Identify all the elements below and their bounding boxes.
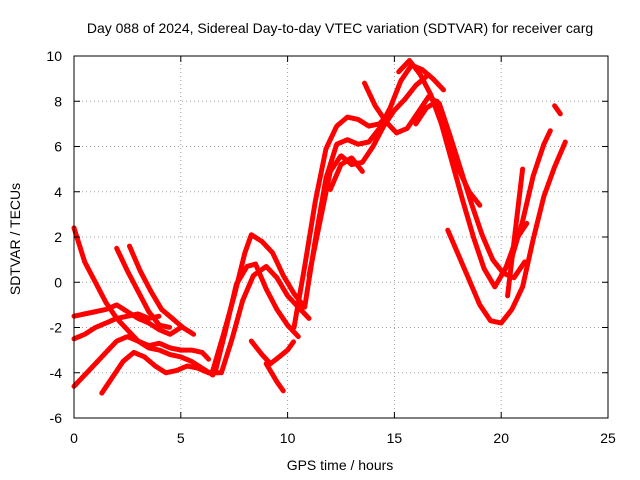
series-track-12 bbox=[263, 361, 286, 394]
series-track-3 bbox=[71, 311, 162, 342]
y-tick-label-10: 10 bbox=[46, 48, 62, 64]
series-track-19 bbox=[413, 98, 483, 208]
x-tick-label-15: 15 bbox=[387, 430, 403, 446]
y-tick-label--6: -6 bbox=[50, 410, 63, 426]
x-tick-label-5: 5 bbox=[177, 430, 185, 446]
x-tick-labels: 0 5 10 15 20 25 bbox=[70, 430, 616, 446]
series-layer bbox=[71, 58, 568, 396]
series-track-15 bbox=[306, 73, 429, 278]
series-track-22 bbox=[505, 166, 526, 299]
series-track-11 bbox=[248, 338, 297, 367]
series-track-20 bbox=[445, 139, 568, 326]
x-tick-label-25: 25 bbox=[600, 430, 616, 446]
series-track-10 bbox=[218, 263, 312, 376]
y-axis-label: SDTVAR / TECUs bbox=[7, 183, 23, 295]
series-track-2 bbox=[71, 302, 184, 337]
axis-ticks bbox=[73, 55, 609, 419]
series-track-7 bbox=[127, 243, 197, 337]
y-tick-label-6: 6 bbox=[54, 139, 62, 155]
chart-title: Day 088 of 2024, Sidereal Day-to-day VTE… bbox=[87, 20, 593, 36]
series-track-4 bbox=[71, 334, 216, 389]
y-tick-label--2: -2 bbox=[50, 320, 63, 336]
series-track-23 bbox=[552, 103, 564, 118]
y-tick-label--4: -4 bbox=[50, 365, 63, 381]
y-tick-label-2: 2 bbox=[54, 229, 62, 245]
y-tick-label-8: 8 bbox=[54, 93, 62, 109]
y-tick-labels: -6 -4 -2 0 2 4 6 8 10 bbox=[46, 48, 62, 426]
x-tick-label-20: 20 bbox=[493, 430, 509, 446]
y-tick-label-4: 4 bbox=[54, 184, 62, 200]
series-track-16 bbox=[327, 155, 365, 192]
series-track-9 bbox=[212, 261, 301, 376]
x-tick-label-10: 10 bbox=[280, 430, 296, 446]
x-tick-label-0: 0 bbox=[70, 430, 78, 446]
series-track-5 bbox=[99, 349, 222, 396]
series-track-13 bbox=[291, 114, 389, 330]
series-track-6 bbox=[114, 245, 173, 330]
y-tick-label-0: 0 bbox=[54, 274, 62, 290]
x-axis-label: GPS time / hours bbox=[287, 457, 394, 473]
